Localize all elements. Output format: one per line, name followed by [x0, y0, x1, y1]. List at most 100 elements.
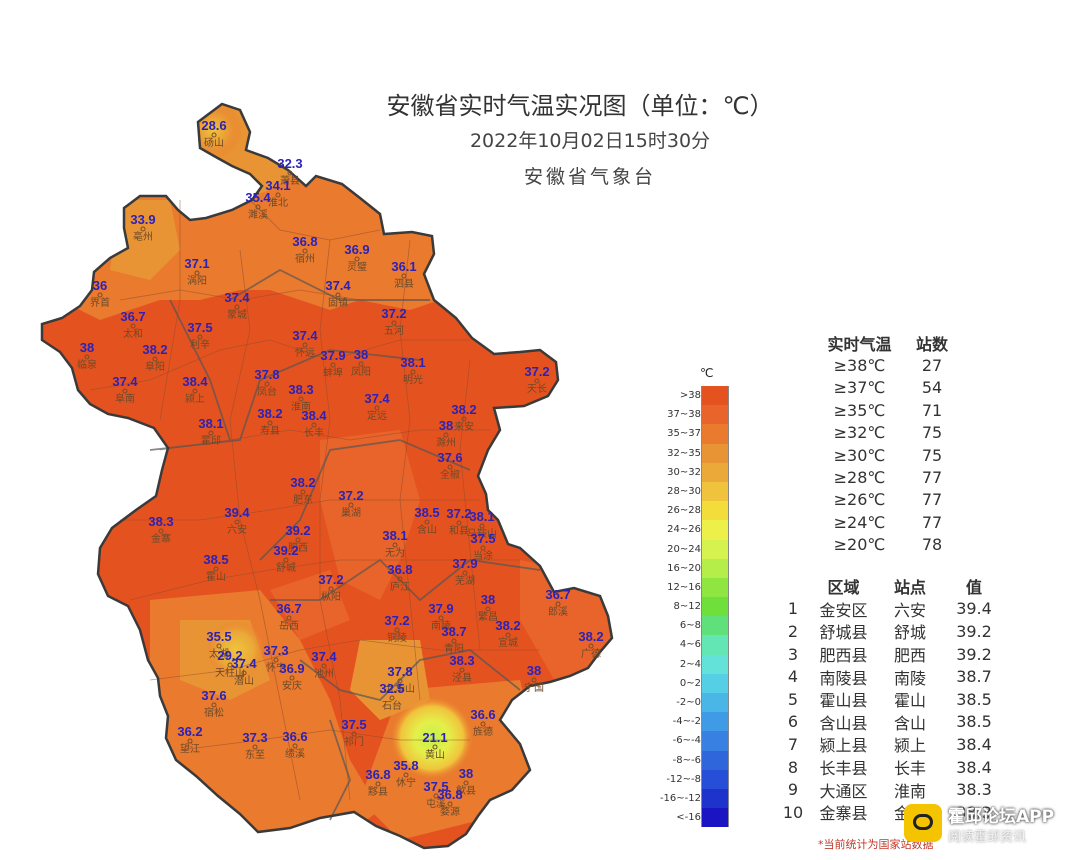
ranking-row: 5 霍山县 霍山 38.5	[780, 688, 1009, 711]
rank-value: 39.2	[956, 644, 992, 664]
rank-value: 38.4	[956, 734, 992, 754]
legend-item: 12~16	[655, 577, 735, 598]
station-marker	[438, 615, 444, 621]
legend-item: 28~30	[655, 481, 735, 502]
station-marker	[273, 657, 279, 663]
station-temp: 37.2	[524, 364, 549, 379]
legend-item: 4~6	[655, 635, 735, 655]
rank-area: 霍山县	[819, 691, 868, 711]
legend-swatch	[701, 443, 729, 463]
station-name: 婺源	[440, 805, 460, 818]
station-name: 黄山	[425, 748, 445, 761]
station-temp: 38.2	[495, 618, 520, 633]
station-marker	[158, 528, 164, 534]
station-temp: 38.3	[148, 514, 173, 529]
station-temp: 38.1	[469, 509, 494, 524]
stats-row: ≥24℃ 77	[812, 511, 957, 533]
station-temp: 38.1	[382, 528, 407, 543]
station-temp: 37.5	[187, 320, 212, 335]
rank-station: 颍上	[893, 736, 926, 756]
stats-threshold: ≥30℃	[833, 445, 886, 465]
station-temp: 36.8	[437, 787, 462, 802]
station-temp: 37.8	[387, 664, 412, 679]
station-marker	[208, 430, 214, 436]
station-name: 怀远	[295, 347, 315, 359]
station-temp: 36	[93, 278, 107, 293]
station-marker	[241, 670, 247, 676]
station-temp: 36.8	[387, 562, 412, 577]
station-temp: 39.4	[224, 505, 250, 520]
legend-label: 20~24	[667, 543, 701, 555]
legend-label: 0~2	[679, 677, 701, 689]
station-name: 五河	[384, 325, 404, 337]
station-temp: 39.2	[285, 523, 310, 538]
station-marker	[321, 663, 327, 669]
station-marker	[351, 731, 357, 737]
station-name: 砀山	[204, 137, 224, 149]
stats-threshold: ≥38℃	[833, 356, 886, 376]
station-name: 阜南	[115, 392, 135, 405]
station-name: 望江	[180, 742, 200, 755]
station-marker	[234, 304, 240, 310]
station-name: 绩溪	[285, 747, 305, 760]
map-timestamp: 2022年10月02日15时30分	[469, 130, 711, 152]
station-name: 宿松	[204, 706, 224, 719]
station-name: 定远	[367, 409, 387, 422]
station-name: 宁国	[524, 681, 544, 694]
station-marker	[480, 721, 486, 727]
ranking-row: 2 舒城县 舒城 39.2	[780, 620, 1009, 643]
station-temp: 36.7	[120, 309, 145, 324]
ranking-header-station: 站点	[893, 578, 926, 598]
station-marker	[211, 132, 217, 138]
station-marker	[479, 523, 485, 529]
station-marker	[264, 381, 270, 387]
station-temp: 38.2	[142, 342, 167, 357]
station-name: 郎溪	[548, 605, 568, 618]
station-temp: 36.6	[282, 729, 307, 744]
legend-item: -6~-4	[655, 731, 735, 751]
station-name: 六安	[227, 523, 247, 536]
station-name: 金寨	[151, 532, 171, 545]
rank-station: 肥西	[893, 646, 926, 666]
station-name: 太湖	[209, 647, 229, 660]
station-marker	[374, 405, 380, 411]
stats-row: ≥30℃ 75	[812, 444, 957, 466]
station-name: 休宁	[396, 776, 416, 789]
station-marker	[130, 323, 136, 329]
station-marker	[302, 342, 308, 348]
station-temp: 37.4	[112, 374, 138, 389]
station-temp: 36.8	[365, 767, 390, 782]
station-temp: 37.3	[242, 730, 267, 745]
legend-item: 30~32	[655, 462, 735, 482]
stats-threshold: ≥32℃	[833, 423, 886, 443]
legend-swatch	[701, 769, 729, 789]
legend-unit: ℃	[700, 366, 714, 380]
rank-number: 8	[787, 757, 799, 777]
station-name: 屯溪	[426, 797, 446, 810]
rank-area: 含山县	[819, 713, 868, 733]
station-temp: 38.4	[182, 374, 208, 389]
ranking-row: 6 含山县 含山 38.5	[780, 711, 1009, 734]
station-temp: 38	[80, 340, 94, 355]
station-name: 蚌埠	[323, 366, 343, 379]
station-name: 淮南	[291, 400, 311, 413]
legend-swatch	[701, 750, 729, 770]
station-marker	[302, 248, 308, 254]
station-marker	[394, 627, 400, 633]
station-marker	[216, 643, 222, 649]
station-marker	[462, 570, 468, 576]
legend-label: 30~32	[667, 466, 701, 478]
station-marker	[459, 667, 465, 673]
station-temp: 37.2	[338, 488, 363, 503]
station-marker	[298, 396, 304, 402]
station-marker	[300, 489, 306, 495]
stats-row: ≥37℃ 54	[812, 377, 957, 399]
legend-label: 28~30	[667, 485, 701, 497]
legend-label: -8~-6	[672, 754, 701, 766]
station-temp: 38.3	[288, 382, 313, 397]
legend-item: 35~37	[655, 424, 735, 444]
stats-row: ≥26℃ 77	[812, 489, 957, 511]
station-name: 芜湖	[455, 574, 475, 587]
station-temp: 35.8	[393, 758, 418, 773]
station-marker	[354, 256, 360, 262]
